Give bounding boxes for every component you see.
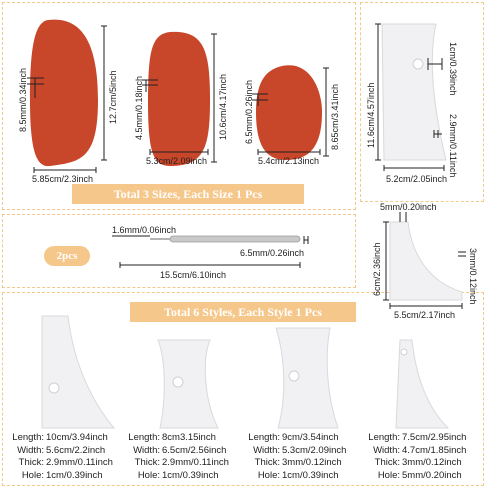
ribs-banner: Total 3 Sizes, Each Size 1 Pcs: [72, 184, 304, 204]
label-hole: Hole:: [21, 469, 44, 481]
label-length: Length:: [248, 432, 280, 443]
spec-style-4: Length: 7.5cm/2.95inch Width: 4.7cm/1.85in…: [356, 432, 466, 482]
right-scraper-width: 5.2cm/2.05inch: [386, 174, 448, 184]
spec-thick: 2.9mm/0.11inch: [162, 457, 229, 468]
rib-medium-width: 5.3cm/2.09inch: [146, 156, 208, 166]
right-scraper-shape: [381, 23, 447, 161]
spec-thick: 3mm/0.12inch: [282, 457, 342, 468]
rib-small-width: 5.4cm/2.13inch: [258, 156, 320, 166]
rib-large-shape: [30, 19, 98, 167]
label-length: Length:: [12, 432, 44, 443]
scraper-2-shape: [157, 339, 219, 429]
spec-style-1: Length: 10cm/3.94inch Width: 5.6cm/2.2inch…: [0, 432, 113, 482]
right-scraper-frame: [360, 2, 484, 202]
spec-hole: 1cm/0.39inch: [282, 469, 339, 481]
needle-length-dim: 15.5cm/6.10inch: [160, 270, 227, 280]
spec-style-3: Length: 9cm/3.54inch Width: 5.3cm/2.09inch…: [236, 432, 346, 482]
spec-length: 8cm3.15inch: [162, 432, 216, 443]
label-width: Width:: [17, 444, 44, 456]
label-thick: Thick:: [374, 457, 400, 468]
rib-large-width: 5.85cm/2.3inch: [32, 174, 94, 184]
rib-medium-shape: [148, 31, 210, 166]
spec-thick: 2.9mm/0.11inch: [46, 457, 113, 468]
label-width: Width:: [133, 444, 160, 456]
corner-piece-tip: 5mm/0.20inch: [380, 202, 437, 212]
rib-small-shape: [256, 65, 322, 160]
scraper-1-shape: [41, 315, 116, 429]
spec-width: 4.7cm/1.85inch: [402, 444, 467, 456]
spec-width: 5.3cm/2.09inch: [282, 444, 347, 456]
spec-hole: 5mm/0.20inch: [402, 469, 462, 481]
needle-thick-dim: 6.5mm/0.26inch: [240, 248, 305, 258]
label-thick: Thick:: [134, 457, 160, 468]
spec-length: 9cm/3.54inch: [282, 432, 339, 443]
label-hole: Hole:: [377, 469, 400, 481]
label-thick: Thick:: [254, 457, 280, 468]
spec-width: 6.5cm/2.56inch: [162, 444, 227, 456]
label-hole: Hole:: [257, 469, 280, 481]
label-length: Length:: [128, 432, 160, 443]
label-length: Length:: [368, 432, 400, 443]
corner-piece-shape: [389, 221, 463, 301]
label-width: Width:: [373, 444, 400, 456]
ribs-frame: [2, 2, 356, 210]
needle-frame: [2, 214, 356, 288]
spec-width: 5.6cm/2.2inch: [46, 444, 106, 456]
label-width: Width:: [253, 444, 280, 456]
styles-frame: [2, 292, 484, 486]
spec-hole: 1cm/0.39inch: [46, 469, 103, 481]
corner-piece-width: 5.5cm/2.17inch: [394, 310, 456, 320]
needle-qty-pill: 2pcs: [44, 246, 90, 266]
styles-banner: Total 6 Styles, Each Style 1 Pcs: [130, 302, 356, 322]
spec-thick: 3mm/0.12inch: [402, 457, 462, 468]
spec-style-2: Length: 8cm3.15inch Width: 6.5cm/2.56inch …: [116, 432, 229, 482]
label-thick: Thick:: [18, 457, 44, 468]
needle-tip-dim: 1.6mm/0.06inch: [112, 225, 177, 235]
label-hole: Hole:: [137, 469, 160, 481]
scraper-4-shape: [395, 339, 450, 429]
spec-length: 7.5cm/2.95inch: [402, 432, 467, 443]
spec-hole: 1cm/0.39inch: [162, 469, 219, 481]
scraper-3-shape: [275, 327, 339, 429]
spec-length: 10cm/3.94inch: [46, 432, 108, 443]
